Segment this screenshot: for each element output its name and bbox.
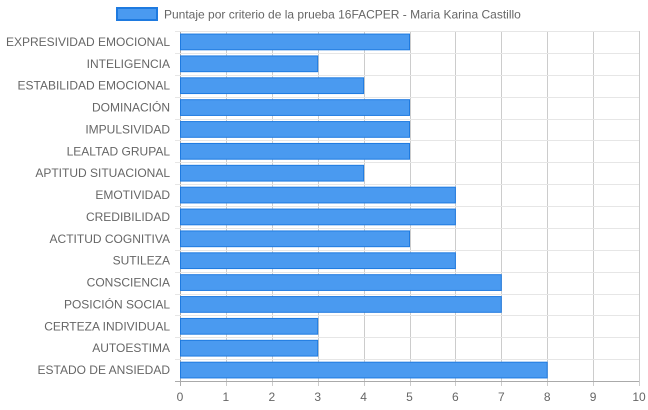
bars <box>180 33 548 379</box>
bar[interactable] <box>180 208 456 226</box>
x-tick-label: 7 <box>498 390 505 404</box>
bar[interactable] <box>180 33 410 51</box>
x-tick-label: 4 <box>360 390 367 404</box>
x-tick-label: 3 <box>314 390 321 404</box>
bar[interactable] <box>180 317 319 335</box>
bar[interactable] <box>180 55 319 73</box>
chart-legend[interactable]: Puntaje por criterio de la prueba 16FACP… <box>116 7 521 22</box>
legend-label[interactable]: Puntaje por criterio de la prueba 16FACP… <box>164 8 521 22</box>
category-label: CREDIBILIDAD <box>86 210 170 224</box>
legend-swatch[interactable] <box>116 7 158 21</box>
category-label: ESTABILIDAD EMOCIONAL <box>18 79 171 93</box>
category-label: POSICIÓN SOCIAL <box>64 296 170 311</box>
bar[interactable] <box>180 296 502 313</box>
category-label: CERTEZA INDIVIDUAL <box>44 319 170 333</box>
category-label: ACTITUD COGNITIVA <box>50 232 170 246</box>
bar[interactable] <box>180 164 365 182</box>
bar[interactable] <box>180 99 410 116</box>
category-label: APTITUD SITUACIONAL <box>35 166 170 180</box>
category-label: DOMINACIÓN <box>92 100 170 115</box>
bar[interactable] <box>180 252 456 270</box>
x-tick-label: 6 <box>452 390 459 404</box>
x-tick-label: 8 <box>544 390 551 404</box>
category-labels: EXPRESIVIDAD EMOCIONAL INTELIGENCIA ESTABI… <box>6 35 170 377</box>
x-tick-label: 5 <box>406 390 413 404</box>
bar[interactable] <box>180 274 502 291</box>
category-label: EXPRESIVIDAD EMOCIONAL <box>6 35 170 49</box>
bar[interactable] <box>180 186 456 204</box>
bar[interactable] <box>180 339 319 357</box>
category-label: EMOTIVIDAD <box>95 188 170 202</box>
x-axis-tick-labels: 0 1 2 3 4 5 6 7 8 9 10 <box>177 390 646 404</box>
bar[interactable] <box>180 230 410 248</box>
category-label: IMPULSIVIDAD <box>85 122 170 136</box>
x-tick-label: 0 <box>177 390 184 404</box>
bar[interactable] <box>180 77 365 95</box>
bar[interactable] <box>180 142 410 160</box>
bar[interactable] <box>180 361 548 379</box>
x-tick-label: 2 <box>268 390 275 404</box>
category-label: CONSCIENCIA <box>87 276 170 290</box>
x-tick-label: 10 <box>632 390 646 404</box>
category-label: INTELIGENCIA <box>87 57 170 71</box>
category-label: AUTOESTIMA <box>92 341 170 355</box>
category-label: ESTADO DE ANSIEDAD <box>38 363 171 377</box>
bar[interactable] <box>180 121 410 138</box>
x-tick-label: 9 <box>590 390 597 404</box>
category-label: SUTILEZA <box>113 254 170 268</box>
x-tick-label: 1 <box>223 390 230 404</box>
grid-lines <box>175 31 640 386</box>
category-label: LEALTAD GRUPAL <box>67 144 171 158</box>
